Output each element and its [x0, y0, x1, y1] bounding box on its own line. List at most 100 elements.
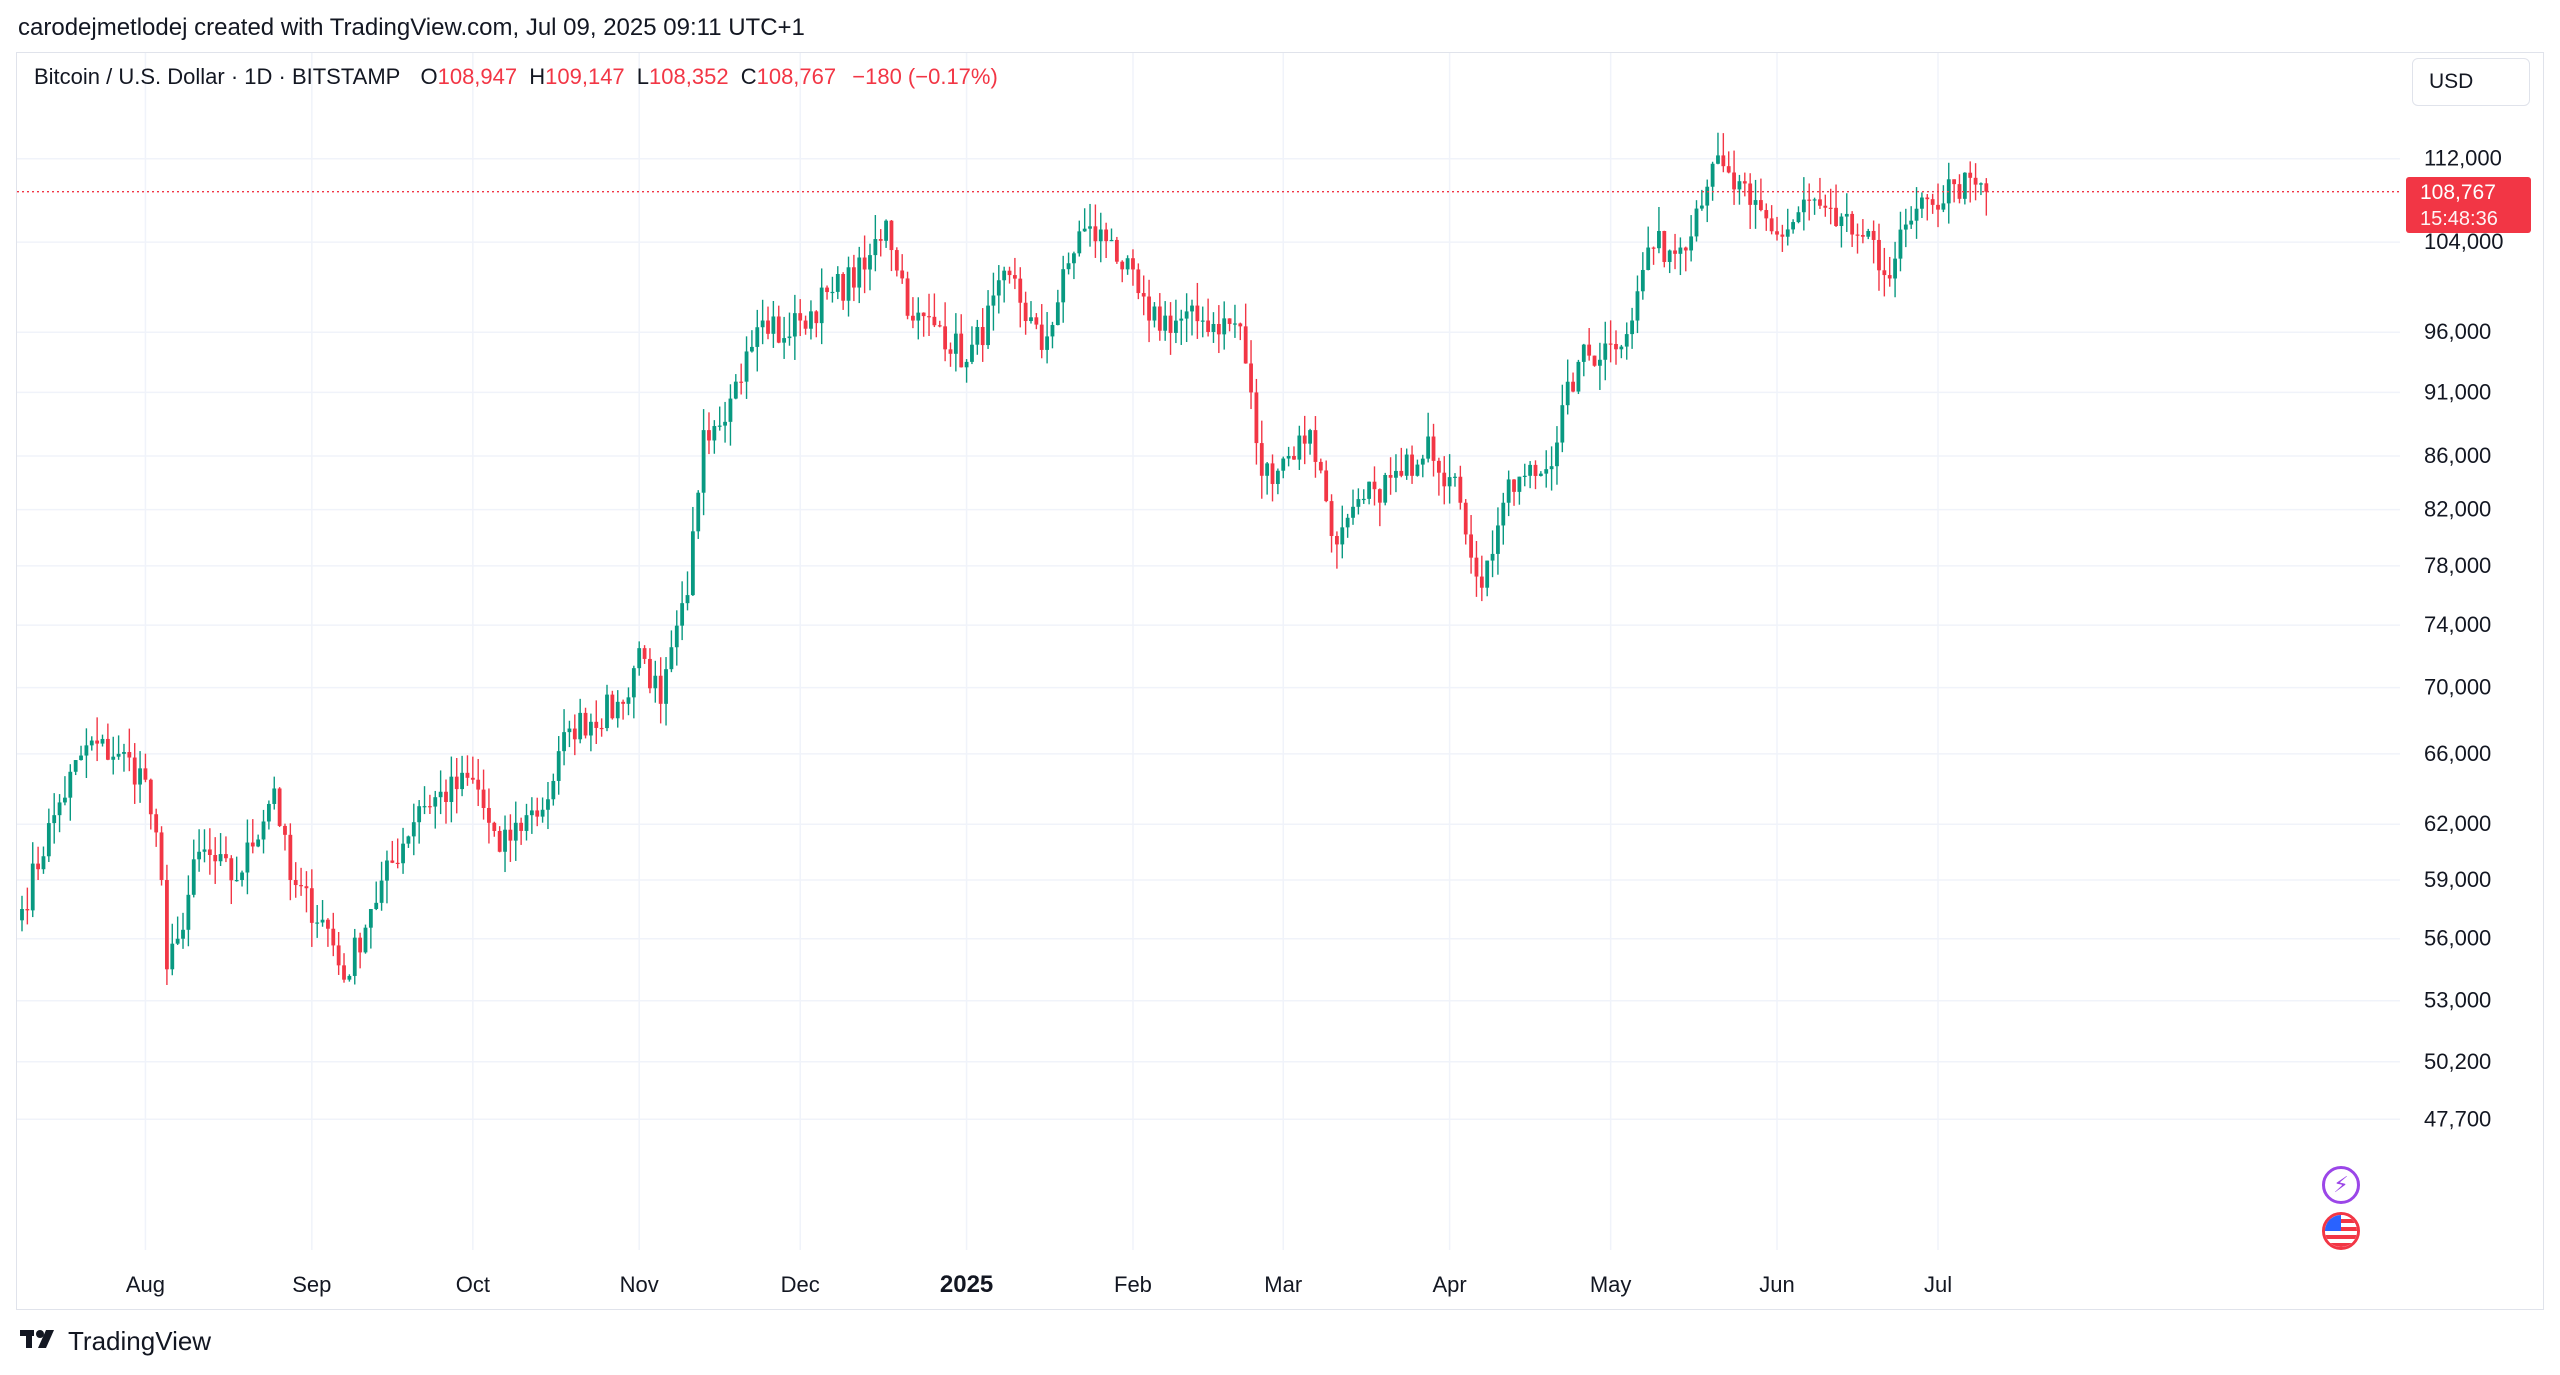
candle-body — [245, 842, 250, 873]
candle-body — [819, 287, 824, 324]
candle-body — [1394, 470, 1398, 478]
candle-body — [1522, 475, 1527, 477]
candle-body — [20, 908, 24, 921]
candle-body — [1544, 469, 1549, 474]
candle-body — [567, 728, 572, 733]
candle-body — [1399, 470, 1404, 476]
candle-body — [175, 938, 180, 944]
y-tick-label: 53,000 — [2424, 988, 2491, 1013]
us-flag-badge-icon[interactable] — [2322, 1212, 2360, 1250]
candle-body — [996, 280, 1001, 296]
candle-body — [374, 902, 379, 909]
candle-body — [712, 426, 717, 441]
candle-body — [1249, 363, 1253, 393]
low-label: L — [636, 64, 650, 89]
candle-body — [1984, 183, 1989, 192]
candle-body — [658, 675, 663, 704]
y-tick-label: 96,000 — [2424, 319, 2491, 344]
x-axis: Aug Sep Oct Nov Dec 2025 Feb Mar Apr May Jun Jul — [126, 1271, 1952, 1298]
candle-body — [943, 326, 948, 350]
candle-body — [1748, 183, 1753, 205]
candle-body — [1098, 229, 1103, 242]
candle-body — [1662, 230, 1667, 262]
candle-body — [68, 771, 73, 798]
candle-body — [1925, 197, 1930, 200]
candle-body — [707, 430, 711, 441]
brand-name: TradingView — [68, 1326, 212, 1356]
candle-body — [1909, 220, 1914, 225]
candle-body — [207, 849, 212, 855]
lightning-badge-icon[interactable]: ⚡ — [2322, 1166, 2360, 1204]
candle-body — [696, 492, 701, 532]
candle-body — [970, 344, 974, 362]
candle-body — [454, 776, 459, 790]
candle-body — [449, 776, 454, 803]
candle-body — [1485, 560, 1490, 588]
candle-body — [299, 885, 303, 887]
y-tick-label: 86,000 — [2424, 443, 2491, 468]
candle-body — [583, 712, 588, 736]
x-tick-label: Jul — [1924, 1272, 1952, 1297]
candle-body — [1200, 320, 1205, 322]
candle-body — [546, 799, 550, 810]
candle-body — [1222, 318, 1227, 335]
candle-body — [1898, 229, 1903, 259]
candle-body — [1635, 291, 1640, 321]
candle-body — [986, 305, 990, 346]
x-tick-label: Dec — [781, 1272, 820, 1297]
candle-body — [1356, 499, 1361, 507]
candle-body — [1640, 269, 1645, 292]
candle-body — [1957, 184, 1962, 199]
y-tick-label: 78,000 — [2424, 553, 2491, 578]
candle-body — [127, 752, 132, 758]
candle-body — [1555, 442, 1559, 467]
candle-body — [229, 858, 234, 881]
candle-body — [1292, 455, 1296, 460]
candle-body — [379, 880, 384, 903]
y-axis: 112,000 104,000 96,000 91,000 86,000 82,000 78… — [2424, 146, 2504, 1132]
candle-body — [927, 316, 931, 318]
candle-body — [1968, 172, 1973, 178]
candle-body — [427, 806, 432, 808]
candle-body — [1270, 463, 1275, 484]
candle-body — [562, 732, 566, 752]
candle-body — [1737, 181, 1742, 190]
candle-body — [444, 791, 448, 803]
candle-body — [266, 803, 271, 822]
candle-body — [1893, 258, 1897, 279]
currency-selector[interactable]: USD — [2412, 58, 2530, 106]
candle-body — [776, 316, 781, 343]
candle-body — [1624, 334, 1629, 347]
candle-body — [132, 757, 137, 785]
candle-body — [1458, 476, 1463, 503]
candle-body — [250, 842, 255, 847]
candle-body — [964, 361, 969, 368]
candle-body — [1860, 235, 1865, 237]
tradingview-brand[interactable]: TradingView — [20, 1326, 211, 1357]
candle-body — [1082, 228, 1087, 232]
candle-body — [1850, 213, 1855, 235]
candle-body — [1678, 247, 1683, 254]
symbol-name[interactable]: Bitcoin / U.S. Dollar · 1D · BITSTAMP — [34, 64, 401, 89]
candle-body — [30, 863, 35, 911]
candle-body — [224, 854, 228, 859]
candle-body — [868, 255, 872, 270]
candle-body — [1716, 155, 1720, 164]
change-value: −180 (−0.17%) — [852, 64, 998, 89]
candle-body — [921, 312, 926, 317]
candle-body — [1297, 435, 1302, 460]
candle-body — [846, 267, 851, 301]
candle-body — [390, 860, 395, 863]
candle-body — [304, 886, 309, 889]
candle-body — [89, 740, 94, 746]
candle-body — [1351, 506, 1355, 518]
candle-body — [352, 937, 357, 976]
chart-caption: carodejmetlodej created with TradingView… — [18, 14, 805, 41]
candle-body — [809, 311, 813, 329]
candle-body — [648, 658, 652, 689]
candle-body — [1689, 236, 1694, 251]
candle-body — [1233, 323, 1237, 325]
candle-body — [894, 250, 899, 271]
y-tick-label: 74,000 — [2424, 612, 2491, 637]
